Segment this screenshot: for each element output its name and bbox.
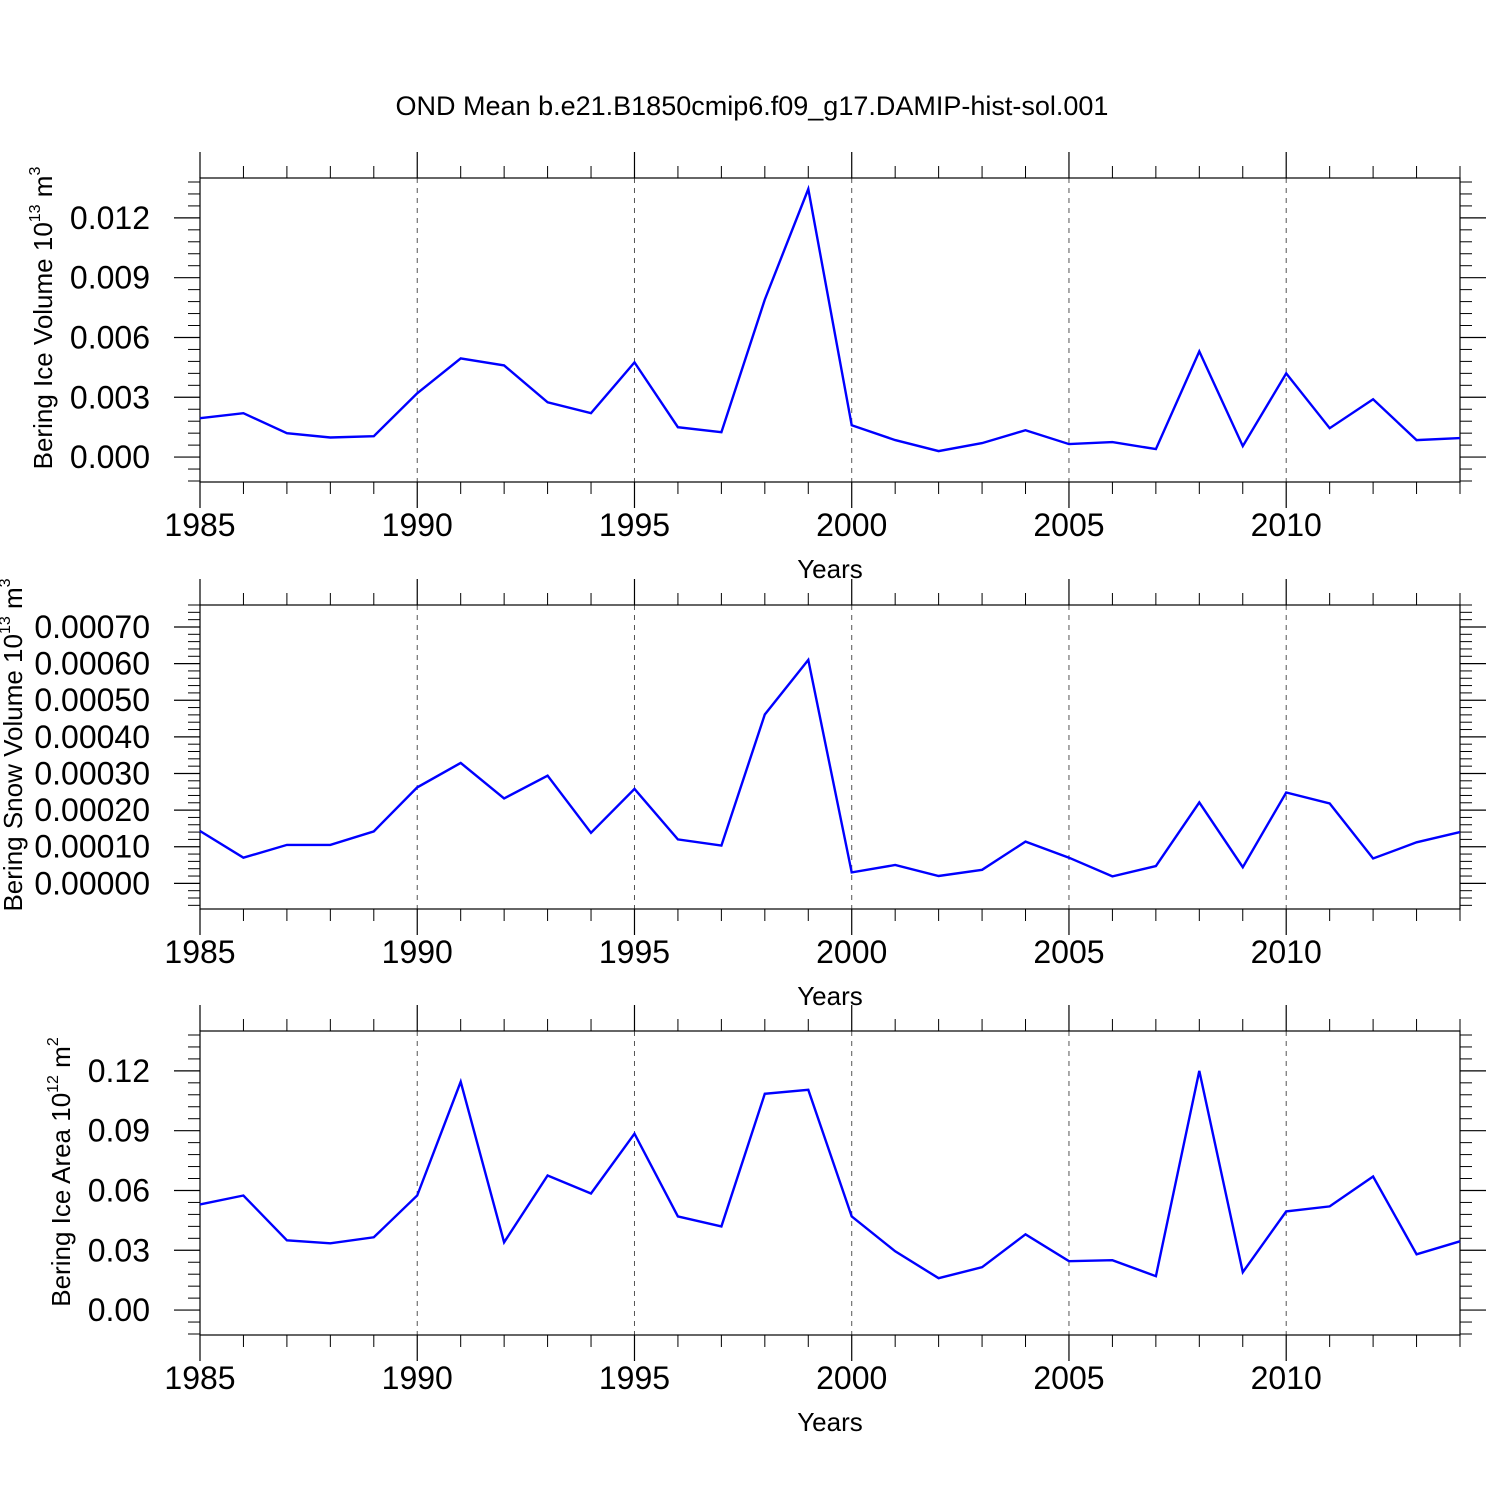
x-tick-label: 2000 <box>816 507 887 543</box>
y-tick-label: 0.00030 <box>34 755 150 791</box>
x-axis-label: Years <box>797 1407 863 1437</box>
y-tick-label: 0.00 <box>88 1292 150 1328</box>
series-line <box>199 1070 1461 1280</box>
y-label-exponent: 12 <box>45 1075 62 1093</box>
y-label-unit: m <box>46 1046 76 1075</box>
y-tick-label: 0.00060 <box>34 646 150 682</box>
x-tick-label: 1990 <box>382 1360 453 1396</box>
y-tick-label: 0.003 <box>70 379 150 415</box>
x-tick-label: 1990 <box>382 507 453 543</box>
y-label-unit-exponent: 3 <box>0 578 14 587</box>
x-tick-label: 2005 <box>1033 507 1104 543</box>
x-axis-label: Years <box>797 554 863 584</box>
x-tick-label: 1995 <box>599 1360 670 1396</box>
y-label-base: Bering Ice Volume 10 <box>28 222 58 469</box>
x-tick-label: 2010 <box>1251 934 1322 970</box>
y-tick-label: 0.00040 <box>34 719 150 755</box>
panel-3: 0.00 0.03 0.06 0.09 0.12 1985 1990 1995 2000 2005… <box>45 1005 1486 1437</box>
y-label-exponent: 13 <box>27 204 44 222</box>
y-tick-label: 0.12 <box>88 1053 150 1089</box>
plot-frame <box>199 604 1461 910</box>
x-tick-label: 1985 <box>164 934 235 970</box>
y-tick-label: 0.00070 <box>34 609 150 645</box>
series-line <box>199 657 1461 878</box>
x-tick-label: 2005 <box>1033 934 1104 970</box>
x-tick-label: 1995 <box>599 507 670 543</box>
panel-1: 0.000 0.003 0.006 0.009 0.012 1985 1990 1995 200… <box>27 152 1486 584</box>
x-tick-label: 1990 <box>382 934 453 970</box>
y-axis-label: Bering Ice Area 1012 m2 <box>45 1037 76 1307</box>
y-tick-label: 0.03 <box>88 1232 150 1268</box>
x-tick-label: 1985 <box>164 1360 235 1396</box>
plot-frame <box>199 177 1461 483</box>
y-tick-label: 0.006 <box>70 319 150 355</box>
y-tick-label: 0.00050 <box>34 682 150 718</box>
panel-2: 0.000000.000100.000200.000300.000400.000… <box>0 578 1486 1011</box>
x-tick-label: 1995 <box>599 934 670 970</box>
plot-frame <box>199 1030 1461 1336</box>
y-label-base: Bering Snow Volume 10 <box>0 634 28 912</box>
y-label-unit-exponent: 3 <box>27 167 44 176</box>
y-tick-label: 0.00010 <box>34 829 150 865</box>
y-axis-label: Bering Snow Volume 1013 m3 <box>0 578 28 911</box>
y-label-base: Bering Ice Area 10 <box>46 1093 76 1307</box>
y-tick-label: 0.012 <box>70 200 150 236</box>
y-tick-label: 0.06 <box>88 1172 150 1208</box>
x-tick-label: 1985 <box>164 507 235 543</box>
series-line <box>199 184 1461 453</box>
x-tick-label: 2010 <box>1251 1360 1322 1396</box>
y-tick-label: 0.00020 <box>34 792 150 828</box>
y-label-unit-exponent: 2 <box>45 1037 62 1046</box>
x-tick-label: 2010 <box>1251 507 1322 543</box>
x-tick-label: 2005 <box>1033 1360 1104 1396</box>
x-tick-label: 2000 <box>816 1360 887 1396</box>
y-tick-label: 0.09 <box>88 1113 150 1149</box>
y-label-unit: m <box>0 587 28 616</box>
y-tick-label: 0.00000 <box>34 865 150 901</box>
figure-title: OND Mean b.e21.B1850cmip6.f09_g17.DAMIP-… <box>396 91 1109 121</box>
y-tick-label: 0.000 <box>70 439 150 475</box>
y-tick-label: 0.009 <box>70 260 150 296</box>
y-label-exponent: 13 <box>0 616 14 634</box>
y-axis-label: Bering Ice Volume 1013 m3 <box>27 167 58 470</box>
x-tick-label: 2000 <box>816 934 887 970</box>
x-axis-label: Years <box>797 981 863 1011</box>
y-label-unit: m <box>28 176 58 205</box>
